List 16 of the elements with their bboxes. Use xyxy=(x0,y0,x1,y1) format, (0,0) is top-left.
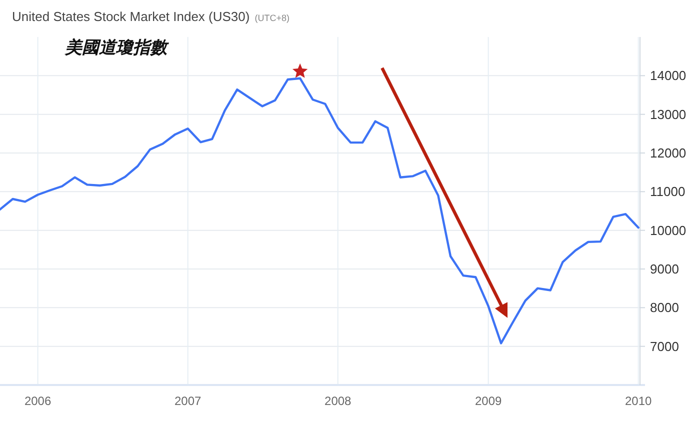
y-tick-label: 11000 xyxy=(650,184,686,200)
y-tick-label: 8000 xyxy=(650,300,679,316)
y-tick-label: 7000 xyxy=(650,338,679,354)
y-tick-label: 10000 xyxy=(650,222,686,238)
x-tick-label: 2010 xyxy=(625,394,652,408)
x-tick-label: 2007 xyxy=(174,394,202,408)
y-tick-label: 13000 xyxy=(650,106,686,122)
y-tick-label: 14000 xyxy=(650,68,686,84)
chart-subtitle: (UTC+8) xyxy=(254,13,290,23)
y-tick-label: 9000 xyxy=(650,262,679,276)
chart-title: United States Stock Market Index (US30) xyxy=(12,9,250,24)
x-tick-label: 2009 xyxy=(474,394,502,408)
annotation: 美國道瓊指數 xyxy=(64,37,170,57)
x-tick-label: 2008 xyxy=(324,394,352,408)
y-tick-label: 12000 xyxy=(650,146,686,160)
x-tick-label: 2006 xyxy=(24,394,52,408)
